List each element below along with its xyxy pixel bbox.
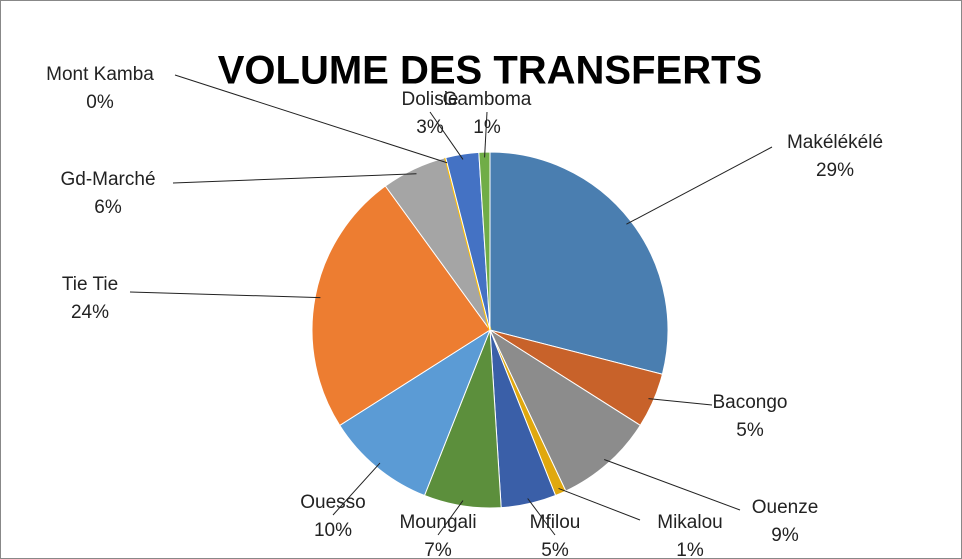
category-label: Moungali (399, 512, 476, 533)
value-label: 6% (94, 197, 122, 218)
value-label: 29% (816, 160, 854, 181)
value-label: 10% (314, 520, 352, 541)
value-label: 5% (736, 420, 764, 441)
chart-title: VOLUME DES TRANSFERTS (218, 49, 762, 93)
pie (311, 151, 669, 509)
category-label: Dolisie (401, 89, 458, 110)
leader-line (172, 173, 417, 184)
category-label: Makélékélé (787, 132, 883, 153)
category-label: Ouenze (752, 497, 819, 518)
pie-slice (489, 151, 669, 375)
category-label: Gd-Marché (60, 169, 155, 190)
value-label: 7% (424, 540, 452, 559)
leader-line (429, 111, 464, 160)
leader-line (648, 398, 713, 406)
category-label: Tie Tie (62, 274, 118, 295)
value-label: 1% (676, 540, 704, 559)
category-label: Ouesso (300, 492, 365, 513)
leader-line (604, 459, 741, 511)
labels: Makélékélé 29% Bacongo 5% Ouenze 9% Mikalou 1% M… (46, 64, 883, 559)
value-label: 5% (541, 540, 569, 559)
value-label: 0% (86, 92, 114, 113)
leader-line (626, 146, 773, 225)
leader-line (437, 500, 464, 536)
category-label: Mfilou (530, 512, 581, 533)
leader-line (332, 462, 381, 516)
leader-line (558, 487, 641, 521)
category-label: Gamboma (443, 89, 532, 110)
leader-line (527, 498, 556, 536)
leader-line (484, 111, 488, 158)
value-label: 9% (771, 525, 799, 546)
category-label: Mikalou (657, 512, 722, 533)
value-label: 3% (416, 117, 444, 138)
value-label: 24% (71, 302, 109, 323)
leader-line (129, 291, 321, 299)
value-label: 1% (473, 117, 501, 138)
leader-line (174, 74, 448, 164)
category-label: Bacongo (712, 392, 787, 413)
pie-slice (488, 328, 641, 492)
category-label: Mont Kamba (46, 64, 154, 85)
pie-slice (311, 185, 491, 427)
